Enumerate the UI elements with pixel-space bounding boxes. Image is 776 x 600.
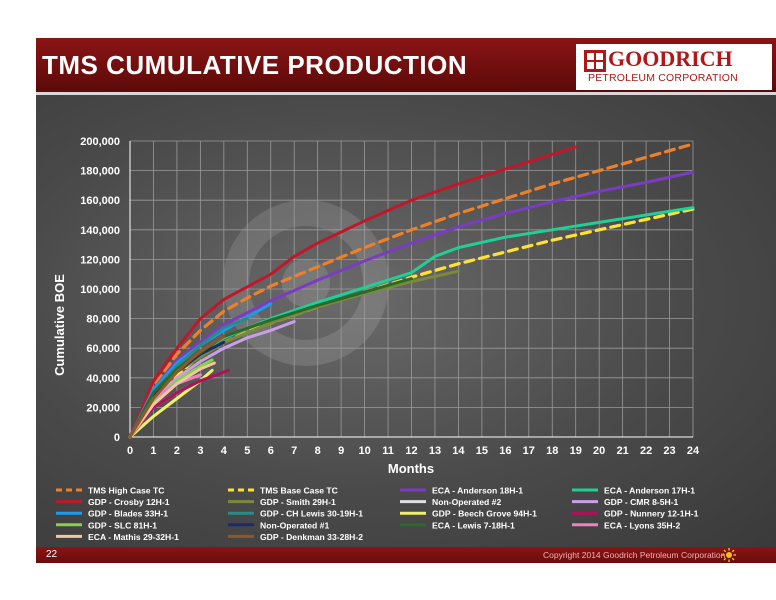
logo-name: GOODRICH	[608, 46, 733, 71]
y-tick-label: 20,000	[86, 402, 120, 414]
legend-label: GDP - Blades 33H-1	[88, 509, 168, 519]
series-line-3	[128, 170, 695, 439]
x-tick-label: 20	[593, 445, 605, 457]
title-divider	[36, 92, 776, 95]
x-tick-label: 22	[640, 445, 652, 457]
y-tick-label: 60,000	[86, 343, 120, 355]
chart-axes: 0 1 2 3 4 5 6 7 8 9 10 11 12 13 14 15 16 17 18 19 20 21 22 23 24…	[80, 136, 700, 457]
x-tick-label: 21	[617, 445, 629, 457]
legend-label: ECA - Mathis 29-32H-1	[88, 532, 179, 542]
x-tick-label: 12	[405, 445, 417, 457]
sun-logo-icon	[722, 548, 736, 562]
slide-title: TMS CUMULATIVE PRODUCTION	[42, 50, 468, 80]
x-tick-label: 17	[523, 445, 535, 457]
y-tick-label: 160,000	[80, 195, 120, 207]
x-tick-label: 7	[291, 445, 297, 457]
logo-subtitle: PETROLEUM CORPORATION	[588, 72, 738, 84]
series-line-18	[128, 334, 226, 439]
y-axis-title: Cumulative BOE	[52, 274, 67, 376]
legend-label: Non-Operated #1	[260, 520, 329, 530]
y-tick-label: 40,000	[86, 373, 120, 385]
x-tick-label: 5	[244, 445, 250, 457]
series-line-1	[128, 142, 695, 439]
series-line-15	[128, 277, 413, 439]
legend-label: GDP - CMR 8-5H-1	[604, 497, 679, 507]
x-tick-label: 11	[382, 445, 394, 457]
x-tick-label: 16	[499, 445, 511, 457]
x-tick-label: 8	[315, 445, 321, 457]
x-tick-label: 13	[429, 445, 441, 457]
x-tick-label: 3	[197, 445, 203, 457]
x-tick-label: 4	[221, 445, 228, 457]
legend-label: TMS Base Case TC	[260, 486, 338, 496]
company-logo: GOODRICH PETROLEUM CORPORATION	[576, 44, 772, 90]
legend-label: ECA - Lewis 7-18H-1	[432, 520, 515, 530]
y-tick-label: 100,000	[80, 284, 120, 296]
x-tick-label: 23	[663, 445, 675, 457]
legend-label: GDP - Smith 29H-1	[260, 497, 336, 507]
x-tick-label: 0	[127, 445, 133, 457]
x-tick-label: 10	[358, 445, 370, 457]
legend-label: GDP - Crosby 12H-1	[88, 497, 170, 507]
legend-label: ECA - Anderson 18H-1	[432, 486, 523, 496]
series-line-5	[128, 145, 578, 439]
x-tick-label: 18	[546, 445, 558, 457]
legend-label: GDP - CH Lewis 30-19H-1	[260, 509, 363, 519]
legend-label: ECA - Anderson 17H-1	[604, 486, 695, 496]
copyright-text: Copyright 2014 Goodrich Petroleum Corpor…	[543, 550, 726, 560]
x-tick-label: 14	[452, 445, 465, 457]
series-line-11	[128, 368, 214, 439]
legend-label: GDP - Denkman 33-28H-2	[260, 532, 363, 542]
chart-grid	[129, 140, 694, 438]
goodrich-logo-icon	[584, 50, 606, 72]
legend-label: GDP - Beech Grove 94H-1	[432, 509, 537, 519]
x-tick-label: 2	[174, 445, 180, 457]
series-line-17	[128, 361, 216, 439]
chart-legend: TMS High Case TC TMS Base Case TC ECA - An…	[56, 486, 699, 542]
x-tick-label: 24	[687, 445, 700, 457]
x-axis-title: Months	[388, 461, 434, 476]
y-tick-label: 0	[114, 432, 120, 444]
legend-label: Non-Operated #2	[432, 497, 501, 507]
legend-label: TMS High Case TC	[88, 486, 164, 496]
y-tick-label: 140,000	[80, 225, 120, 237]
x-tick-label: 15	[476, 445, 488, 457]
legend-label: GDP - SLC 81H-1	[88, 520, 157, 530]
chart-panel: 0 1 2 3 4 5 6 7 8 9 10 11 12 13 14 15 16 17 18 19 20 21 22 23 24…	[36, 95, 776, 547]
legend-label: ECA - Lyons 35H-2	[604, 520, 680, 530]
y-tick-label: 120,000	[80, 254, 120, 266]
y-tick-label: 200,000	[80, 136, 120, 148]
x-tick-label: 19	[570, 445, 582, 457]
x-tick-label: 9	[338, 445, 344, 457]
y-tick-label: 80,000	[86, 314, 120, 326]
legend-label: GDP - Nunnery 12-1H-1	[604, 509, 699, 519]
y-tick-label: 180,000	[80, 166, 120, 178]
x-tick-label: 1	[150, 445, 156, 457]
cumulative-production-chart: 0 1 2 3 4 5 6 7 8 9 10 11 12 13 14 15 16 17 18 19 20 21 22 23 24…	[52, 136, 700, 542]
footer-bar	[36, 547, 776, 563]
chart-series	[128, 142, 695, 439]
page-number: 22	[46, 549, 58, 560]
x-tick-label: 6	[268, 445, 274, 457]
